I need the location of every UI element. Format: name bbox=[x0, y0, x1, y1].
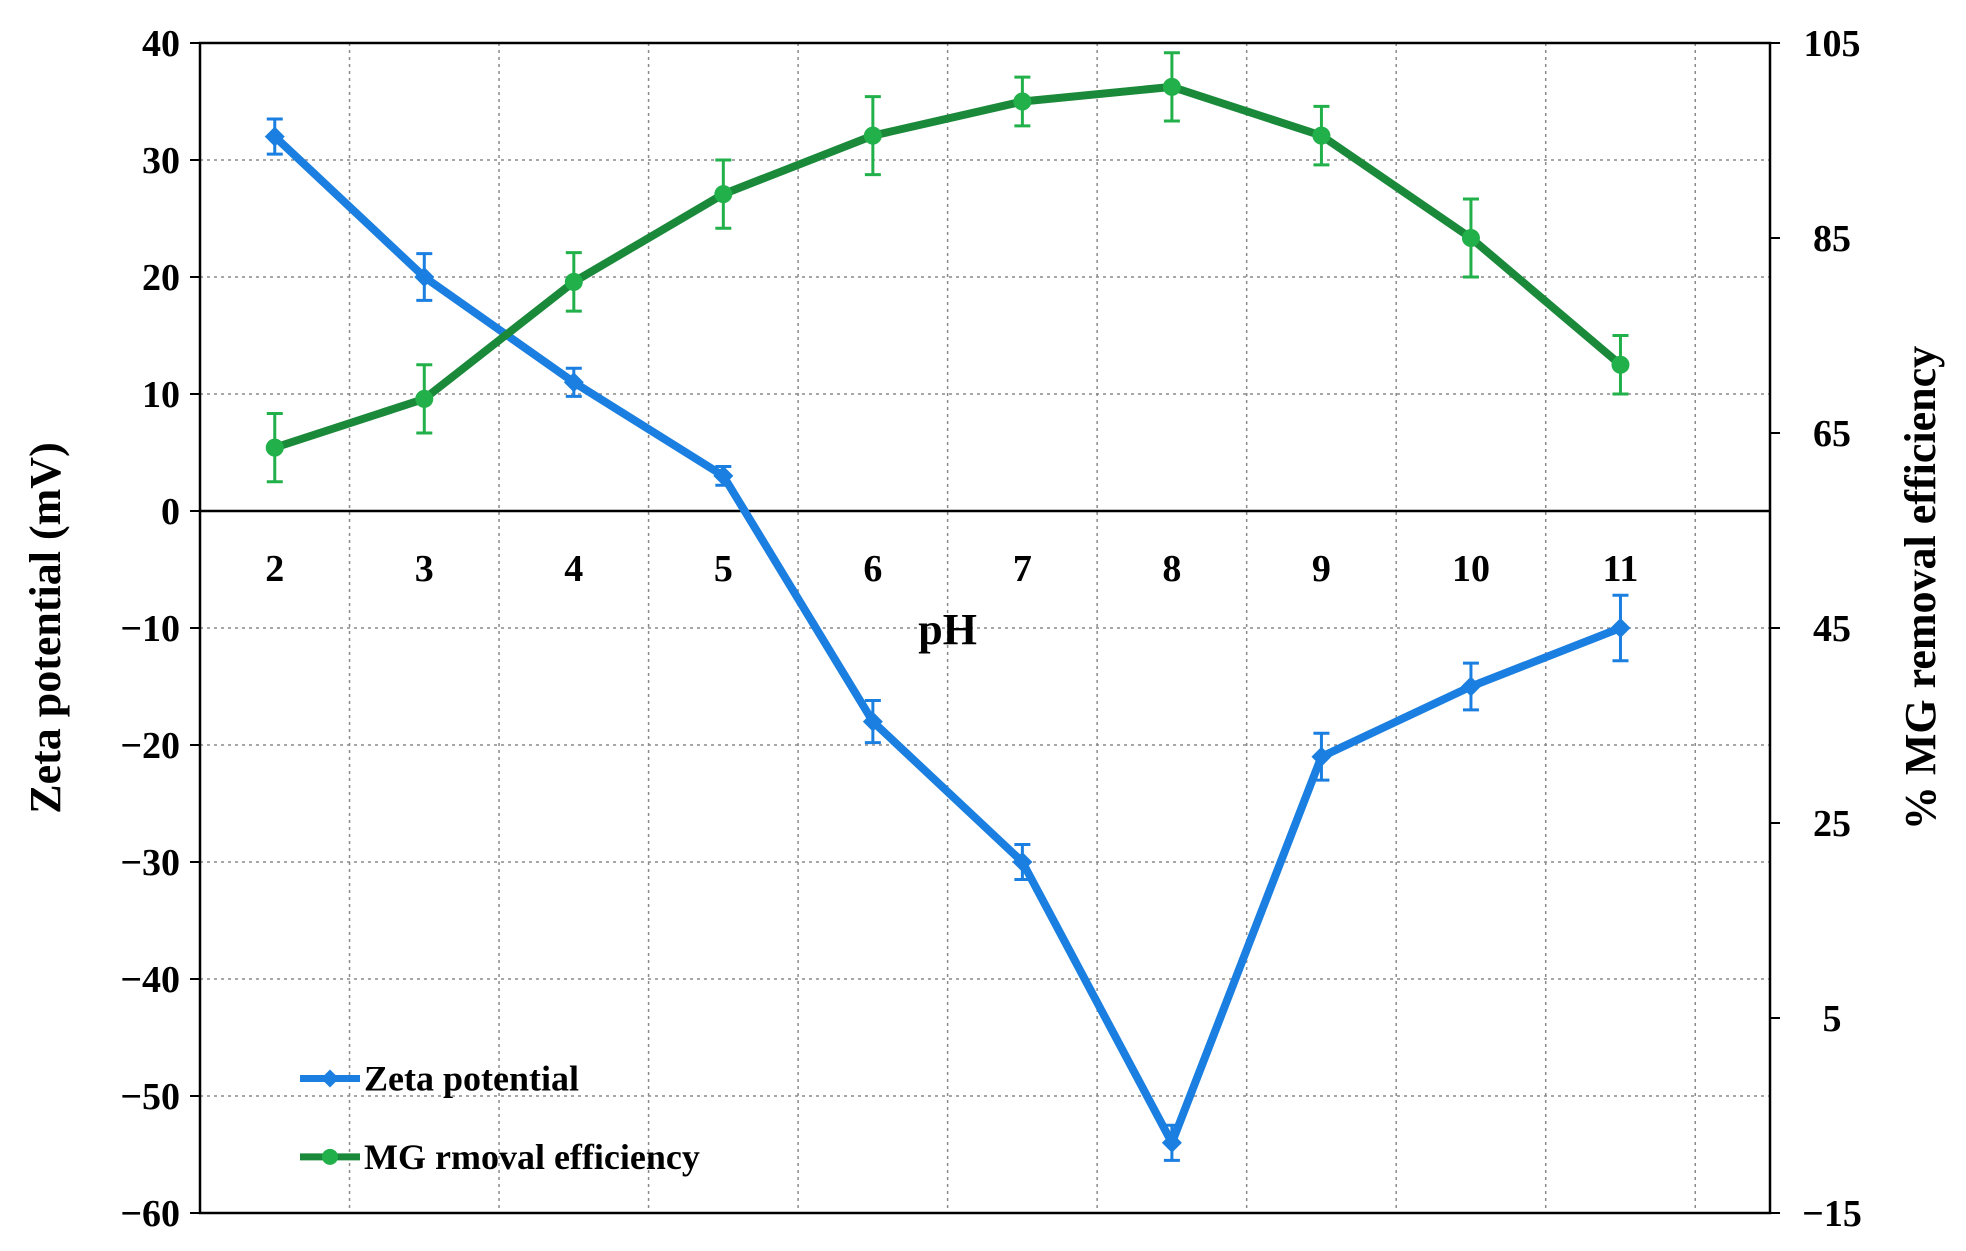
data-point bbox=[1013, 92, 1032, 111]
x-tick-label: 8 bbox=[1162, 548, 1181, 590]
left-tick-label: 20 bbox=[142, 257, 180, 299]
legend-item-zeta: Zeta potential bbox=[300, 1058, 579, 1098]
left-tick-label: −60 bbox=[120, 1193, 180, 1235]
data-point bbox=[1610, 618, 1631, 638]
right-tick-label: 45 bbox=[1813, 608, 1851, 650]
legend-mg-marker bbox=[322, 1148, 338, 1165]
x-axis-ticks: 2 3 4 5 6 7 8 9 10 11 bbox=[265, 548, 1638, 590]
right-tick-label: 5 bbox=[1823, 998, 1842, 1040]
data-point bbox=[1461, 229, 1480, 247]
series-mg-removal-efficiency bbox=[265, 51, 1630, 484]
left-axis-ticks: 40 30 20 10 0 −10 −20 −30 −40 −50 −60 bbox=[120, 23, 200, 1235]
left-tick-label: 10 bbox=[142, 374, 180, 416]
data-point bbox=[1012, 852, 1033, 872]
x-tick-label: 6 bbox=[863, 548, 882, 590]
left-tick-label: −50 bbox=[120, 1076, 180, 1118]
series-zeta-potential bbox=[264, 117, 1631, 1162]
legend-item-mg: MG rmoval efficiency bbox=[300, 1137, 700, 1177]
right-tick-label: 85 bbox=[1813, 218, 1851, 260]
left-y-axis-title: Zeta potential (mV) bbox=[21, 442, 70, 814]
x-tick-label: 3 bbox=[415, 548, 434, 590]
series-line bbox=[272, 133, 1622, 1147]
x-tick-label: 2 bbox=[265, 548, 284, 590]
data-point bbox=[714, 185, 733, 204]
series-line bbox=[273, 82, 1624, 452]
data-point bbox=[1611, 355, 1630, 374]
x-tick-label: 11 bbox=[1603, 548, 1639, 590]
data-point bbox=[863, 126, 882, 145]
x-tick-label: 10 bbox=[1452, 548, 1490, 590]
right-tick-label: 105 bbox=[1804, 23, 1861, 65]
data-point bbox=[1312, 126, 1331, 145]
x-axis-title: pH bbox=[918, 605, 977, 654]
data-point bbox=[265, 438, 284, 457]
data-point bbox=[1311, 746, 1332, 767]
data-point bbox=[1460, 676, 1481, 697]
legend-mg-label: MG rmoval efficiency bbox=[364, 1137, 700, 1177]
right-y-axis-title: % MG removal efficiency bbox=[1896, 346, 1945, 830]
x-tick-label: 5 bbox=[714, 548, 733, 590]
data-point bbox=[564, 272, 583, 291]
right-tick-label: 25 bbox=[1813, 803, 1851, 845]
left-tick-label: 30 bbox=[142, 140, 180, 182]
data-point bbox=[264, 126, 285, 147]
x-tick-label: 7 bbox=[1013, 548, 1032, 590]
right-axis-ticks: 105 85 65 45 25 5 −15 bbox=[1770, 23, 1862, 1235]
data-point bbox=[415, 389, 434, 408]
legend-zeta-label: Zeta potential bbox=[364, 1058, 579, 1098]
left-tick-label: 0 bbox=[161, 491, 180, 533]
data-point bbox=[1162, 77, 1181, 96]
right-tick-label: −15 bbox=[1802, 1193, 1862, 1235]
data-point bbox=[563, 372, 584, 393]
legend: Zeta potential MG rmoval efficiency bbox=[300, 1058, 700, 1177]
left-tick-label: −10 bbox=[120, 608, 180, 650]
x-tick-label: 9 bbox=[1312, 548, 1331, 590]
left-tick-label: −20 bbox=[120, 725, 180, 767]
legend-zeta-marker bbox=[321, 1069, 339, 1088]
left-tick-label: 40 bbox=[142, 23, 180, 65]
data-point bbox=[414, 267, 435, 287]
left-tick-label: −30 bbox=[120, 842, 180, 884]
x-tick-label: 4 bbox=[564, 548, 583, 590]
left-tick-label: −40 bbox=[120, 959, 180, 1001]
data-point bbox=[1161, 1132, 1182, 1153]
data-point bbox=[713, 465, 734, 486]
right-tick-label: 65 bbox=[1813, 413, 1851, 455]
data-point bbox=[862, 711, 883, 732]
grid-lines bbox=[200, 43, 1770, 1213]
